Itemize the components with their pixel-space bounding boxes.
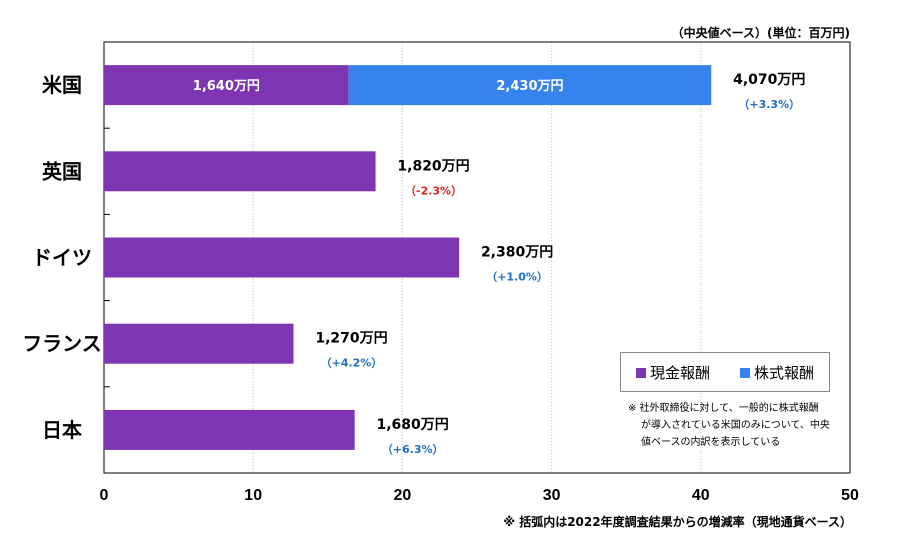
- note-line: 値ベースの内訳を表示している: [641, 437, 781, 448]
- x-tick-label: 0: [100, 487, 109, 504]
- y-tick-label: 日本: [42, 418, 82, 442]
- change-label: （+4.2%）: [321, 357, 383, 370]
- bar: [104, 151, 376, 192]
- change-label: （+6.3%）: [382, 443, 444, 456]
- bar: [348, 65, 712, 106]
- note-line: が導入されている米国のみについて、中央: [641, 420, 830, 431]
- legend: 現金報酬 株式報酬: [620, 352, 830, 392]
- legend-swatch: [635, 367, 646, 378]
- legend-item-cash: 現金報酬: [635, 362, 710, 383]
- total-label: 4,070万円: [733, 72, 805, 88]
- x-tick-label: 10: [244, 487, 262, 504]
- footnote: ※ 括弧内は2022年度調査結果からの増減率（現地通貨ベース）: [503, 515, 852, 529]
- legend-label: 株式報酬: [753, 363, 814, 382]
- y-tick-label: ドイツ: [32, 246, 92, 270]
- bar: [104, 237, 460, 278]
- bar: [104, 409, 355, 450]
- x-tick-label: 50: [841, 487, 859, 504]
- x-tick-label: 20: [394, 487, 412, 504]
- change-label: （+3.3%）: [738, 98, 800, 111]
- bar: [104, 323, 294, 364]
- bar-label: 1,640万円: [193, 79, 260, 94]
- note: ※ 社外取締役に対して、一般的に株式報酬 が導入されている米国のみについて、中央…: [628, 400, 843, 451]
- bar-label: 2,430万円: [496, 79, 563, 94]
- x-tick-label: 40: [692, 487, 710, 504]
- total-label: 1,680万円: [377, 417, 449, 433]
- legend-swatch: [739, 367, 750, 378]
- total-label: 1,270万円: [315, 331, 387, 347]
- total-label: 1,820万円: [397, 158, 469, 174]
- bar: [104, 65, 349, 106]
- legend-label: 現金報酬: [649, 363, 710, 382]
- y-tick-label: フランス: [22, 332, 102, 356]
- legend-item-stock: 株式報酬: [739, 362, 814, 383]
- unit-note: （中央値ベース）(単位：百万円): [671, 26, 850, 40]
- change-label: （+1.0%）: [486, 271, 548, 284]
- y-tick-label: 米国: [42, 73, 82, 97]
- y-tick-label: 英国: [42, 159, 82, 183]
- note-line: ※ 社外取締役に対して、一般的に株式報酬: [628, 403, 819, 414]
- change-label: （-2.3%）: [405, 184, 462, 197]
- x-tick-label: 30: [543, 487, 561, 504]
- total-label: 2,380万円: [481, 245, 553, 261]
